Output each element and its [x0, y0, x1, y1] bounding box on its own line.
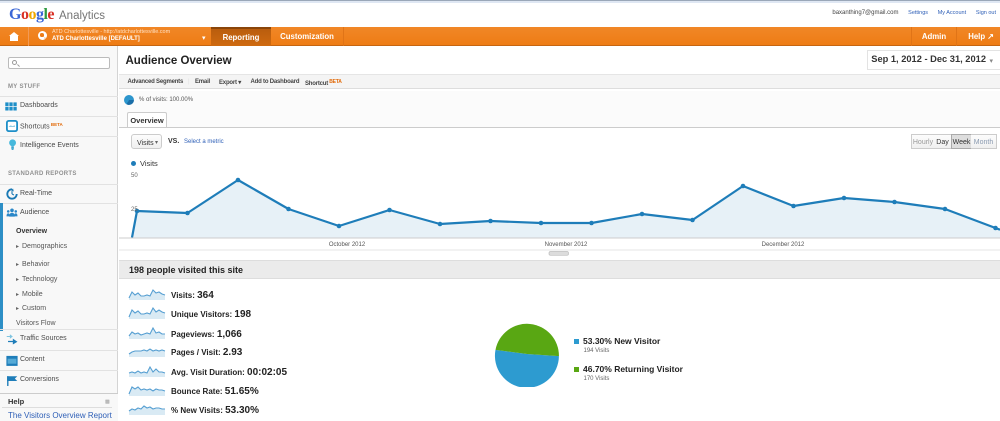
svg-text:December 2012: December 2012 [762, 242, 805, 248]
svg-text:25: 25 [131, 207, 138, 213]
svg-text:November 2012: November 2012 [545, 242, 588, 248]
svg-text:50: 50 [131, 173, 138, 179]
svg-text:October 2012: October 2012 [329, 242, 366, 248]
